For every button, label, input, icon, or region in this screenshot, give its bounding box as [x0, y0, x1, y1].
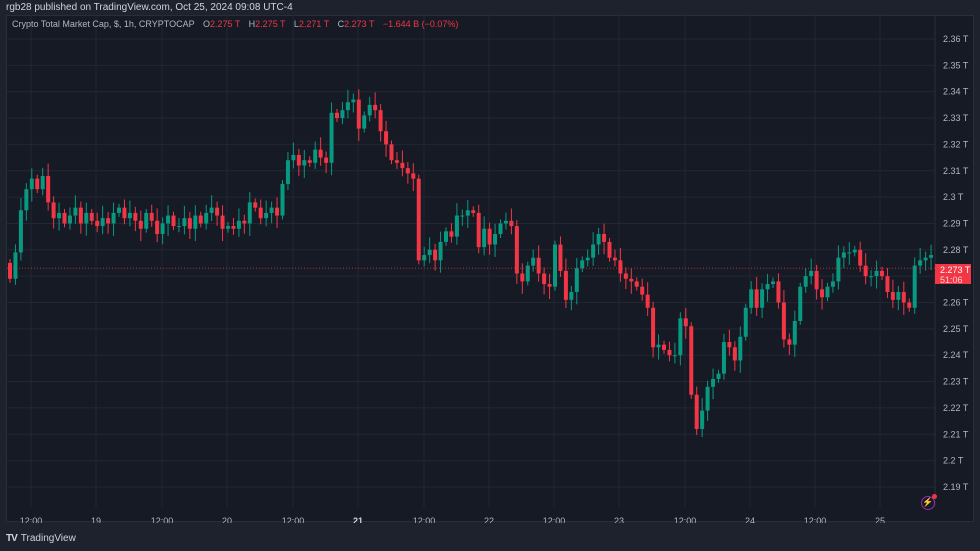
svg-text:12:00: 12:00 — [282, 516, 305, 526]
lightning-icon[interactable]: ⚡ — [921, 494, 937, 510]
publish-header: rgb28 published on TradingView.com, Oct … — [0, 0, 980, 15]
change-value: −1.644 B (−0.07%) — [382, 19, 459, 29]
open-value: 2.275 T — [209, 19, 241, 29]
svg-text:2.25 T: 2.25 T — [943, 324, 969, 334]
low-label: L — [293, 19, 299, 29]
svg-text:20: 20 — [222, 516, 232, 526]
close-value: 2.273 T — [344, 19, 375, 29]
symbol-title[interactable]: Crypto Total Market Cap, $, 1h, CRYPTOCA… — [12, 19, 195, 29]
svg-text:2.3 T: 2.3 T — [943, 192, 964, 202]
svg-text:2.29 T: 2.29 T — [943, 218, 969, 228]
last-price: 2.273 T — [940, 265, 971, 275]
notification-dot — [932, 494, 937, 499]
svg-text:21: 21 — [353, 516, 363, 526]
svg-text:12:00: 12:00 — [151, 516, 174, 526]
svg-text:22: 22 — [484, 516, 494, 526]
svg-text:2.33 T: 2.33 T — [943, 113, 969, 123]
high-value: 2.275 T — [255, 19, 286, 29]
svg-text:2.34 T: 2.34 T — [943, 87, 969, 97]
svg-text:2.19 T: 2.19 T — [943, 482, 969, 492]
last-price-tag: 2.273 T 51:06 — [935, 264, 971, 285]
svg-text:2.32 T: 2.32 T — [943, 139, 969, 149]
low-value: 2.271 T — [298, 19, 330, 29]
svg-text:2.21 T: 2.21 T — [943, 429, 969, 439]
svg-text:12:00: 12:00 — [674, 516, 697, 526]
chart-legend: Crypto Total Market Cap, $, 1h, CRYPTOCA… — [12, 19, 458, 29]
svg-text:2.31 T: 2.31 T — [943, 166, 969, 176]
bar-countdown: 51:06 — [940, 275, 963, 285]
open-label: O — [202, 19, 210, 29]
close-label: C — [337, 19, 345, 29]
high-label: H — [248, 19, 256, 29]
svg-text:2.26 T: 2.26 T — [943, 298, 969, 308]
footer — [0, 523, 980, 551]
svg-text:2.28 T: 2.28 T — [943, 245, 969, 255]
svg-text:2.22 T: 2.22 T — [943, 403, 969, 413]
svg-text:12:00: 12:00 — [543, 516, 566, 526]
svg-text:12:00: 12:00 — [20, 516, 43, 526]
svg-text:2.24 T: 2.24 T — [943, 350, 969, 360]
svg-text:2.2 T: 2.2 T — [943, 456, 964, 466]
svg-text:19: 19 — [91, 516, 101, 526]
tradingview-brand[interactable]: TV TradingView — [6, 533, 76, 544]
svg-text:2.23 T: 2.23 T — [943, 377, 969, 387]
brand-label: TradingView — [20, 533, 76, 544]
tradingview-logo-icon: TV — [6, 533, 18, 544]
svg-text:23: 23 — [614, 516, 624, 526]
svg-text:12:00: 12:00 — [804, 516, 827, 526]
svg-text:25: 25 — [875, 516, 885, 526]
svg-text:12:00: 12:00 — [413, 516, 436, 526]
svg-text:24: 24 — [745, 516, 755, 526]
svg-text:2.36 T: 2.36 T — [943, 34, 969, 44]
publish-line: rgb28 published on TradingView.com, Oct … — [6, 2, 293, 13]
svg-text:2.35 T: 2.35 T — [943, 60, 969, 70]
